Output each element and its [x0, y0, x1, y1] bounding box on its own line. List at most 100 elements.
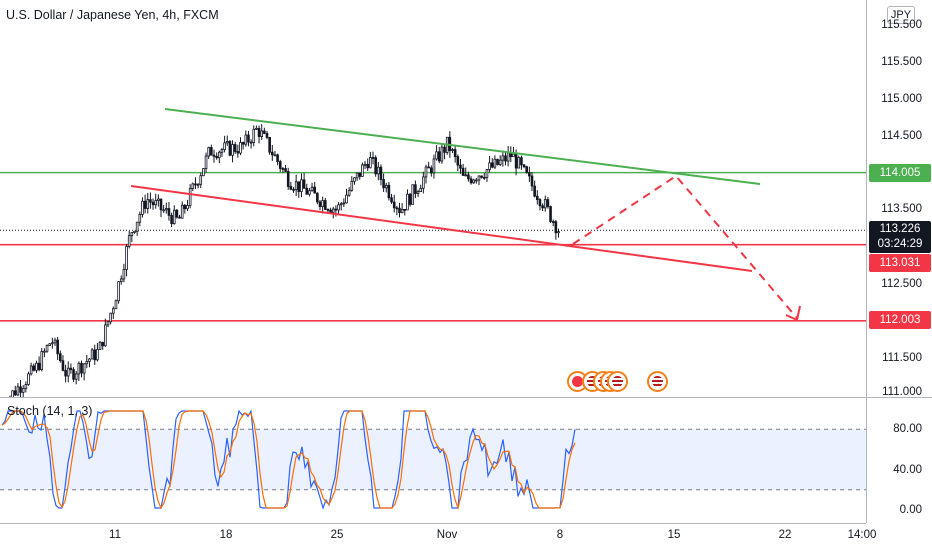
- currency-button[interactable]: JPY: [887, 6, 915, 24]
- level-tag-support: 112.003: [869, 311, 931, 329]
- candle-down: [382, 179, 385, 189]
- candle-up: [207, 147, 211, 157]
- candle-down: [276, 154, 279, 163]
- candle-down: [313, 186, 316, 194]
- price-axis[interactable]: JPY 115.500 115.500 115.000 114.500 113.…: [866, 0, 932, 398]
- level-tag-resistance: 114.005: [869, 164, 931, 182]
- time-axis[interactable]: 11 18 25 Nov 8 15 22 14:00: [0, 523, 876, 550]
- candle-up: [191, 183, 195, 189]
- flag-us-icon[interactable]: [607, 371, 628, 392]
- bar-countdown: 03:24:29: [877, 238, 923, 250]
- price-tick: 111.500: [882, 352, 922, 364]
- candle-up: [260, 130, 263, 137]
- candle-up: [88, 358, 91, 362]
- candle-up: [199, 175, 203, 185]
- candle-down: [263, 130, 266, 134]
- candle-up: [543, 199, 547, 209]
- candle-up: [109, 312, 112, 323]
- candle-down: [56, 339, 59, 355]
- candle-down: [496, 158, 499, 165]
- candle-up: [475, 179, 478, 182]
- candle-down: [32, 365, 36, 371]
- candle-up: [506, 152, 510, 162]
- candle-down: [326, 208, 330, 211]
- time-tick: 8: [556, 529, 564, 541]
- pane-divider[interactable]: [0, 397, 932, 398]
- candle-down: [151, 201, 155, 206]
- candle-up: [186, 204, 189, 210]
- candle-up: [125, 246, 128, 270]
- main-price-pane[interactable]: U.S. Dollar / Japanese Yen, 4h, FXCM: [0, 0, 866, 397]
- candle-up: [188, 188, 192, 206]
- candle-down: [490, 162, 494, 168]
- candle-down: [358, 172, 362, 177]
- candle-up: [146, 199, 150, 209]
- price-tick-top: 115.500: [881, 19, 922, 31]
- candle-up: [90, 349, 94, 360]
- candle-up: [273, 154, 277, 157]
- candle-up: [135, 221, 139, 232]
- candle-down: [549, 206, 552, 222]
- candle-up: [435, 151, 438, 160]
- candle-up: [223, 142, 226, 150]
- price-chart-canvas[interactable]: [0, 0, 866, 397]
- candle-up: [493, 158, 497, 168]
- candle-up: [40, 351, 44, 370]
- candle-up: [11, 390, 14, 397]
- price-tick: 111.000: [882, 386, 922, 398]
- candle-up: [96, 349, 99, 361]
- candle-down: [374, 157, 377, 175]
- candle-down: [178, 216, 181, 219]
- candle-up: [85, 360, 89, 365]
- candle-down: [215, 156, 218, 159]
- candle-up: [353, 177, 356, 182]
- level-tag-support: 113.031: [869, 254, 931, 272]
- flag-us-icon[interactable]: [647, 371, 668, 392]
- candle-up: [451, 149, 454, 151]
- candle-up: [133, 230, 136, 233]
- candle-up: [98, 341, 102, 350]
- candle-up: [384, 184, 388, 189]
- candle-down: [467, 174, 470, 180]
- candle-up: [114, 300, 118, 310]
- osc-tick: 80.00: [893, 423, 922, 435]
- candle-up: [82, 363, 86, 374]
- candle-up: [220, 149, 224, 153]
- candle-down: [210, 147, 213, 156]
- stochastic-pane[interactable]: Stoch (14, 1, 3): [0, 398, 866, 523]
- candle-down: [323, 200, 327, 210]
- current-price: 113.226: [879, 223, 921, 235]
- candle-up: [244, 134, 248, 145]
- candle-down: [427, 166, 430, 169]
- candle-down: [59, 353, 62, 362]
- candle-down: [289, 186, 293, 190]
- candle-down: [268, 137, 271, 153]
- price-tick: 115.500: [881, 56, 922, 68]
- candle-down: [175, 209, 179, 218]
- candle-down: [302, 179, 306, 189]
- candle-up: [112, 308, 115, 314]
- candle-up: [485, 169, 489, 178]
- stochastic-axis[interactable]: 80.00 40.00 0.00: [866, 398, 932, 523]
- candle-up: [355, 172, 359, 179]
- current-price-tag: 113.226 03:24:29: [869, 221, 931, 253]
- stochastic-canvas[interactable]: [0, 398, 866, 523]
- candle-up: [29, 365, 33, 375]
- candle-up: [308, 190, 311, 195]
- candle-up: [35, 362, 38, 371]
- candle-down: [528, 172, 531, 177]
- candle-up: [48, 343, 51, 346]
- time-tick: 14:00: [847, 529, 877, 541]
- candle-up: [53, 339, 57, 344]
- candle-down: [398, 207, 401, 214]
- candle-up: [104, 324, 107, 347]
- candle-up: [294, 181, 298, 191]
- candle-up: [300, 179, 303, 193]
- candle-up: [27, 373, 30, 385]
- candle-up: [172, 209, 176, 225]
- candle-down: [461, 167, 465, 176]
- candle-down: [64, 369, 67, 377]
- candle-down: [19, 386, 22, 393]
- candle-down: [530, 175, 534, 187]
